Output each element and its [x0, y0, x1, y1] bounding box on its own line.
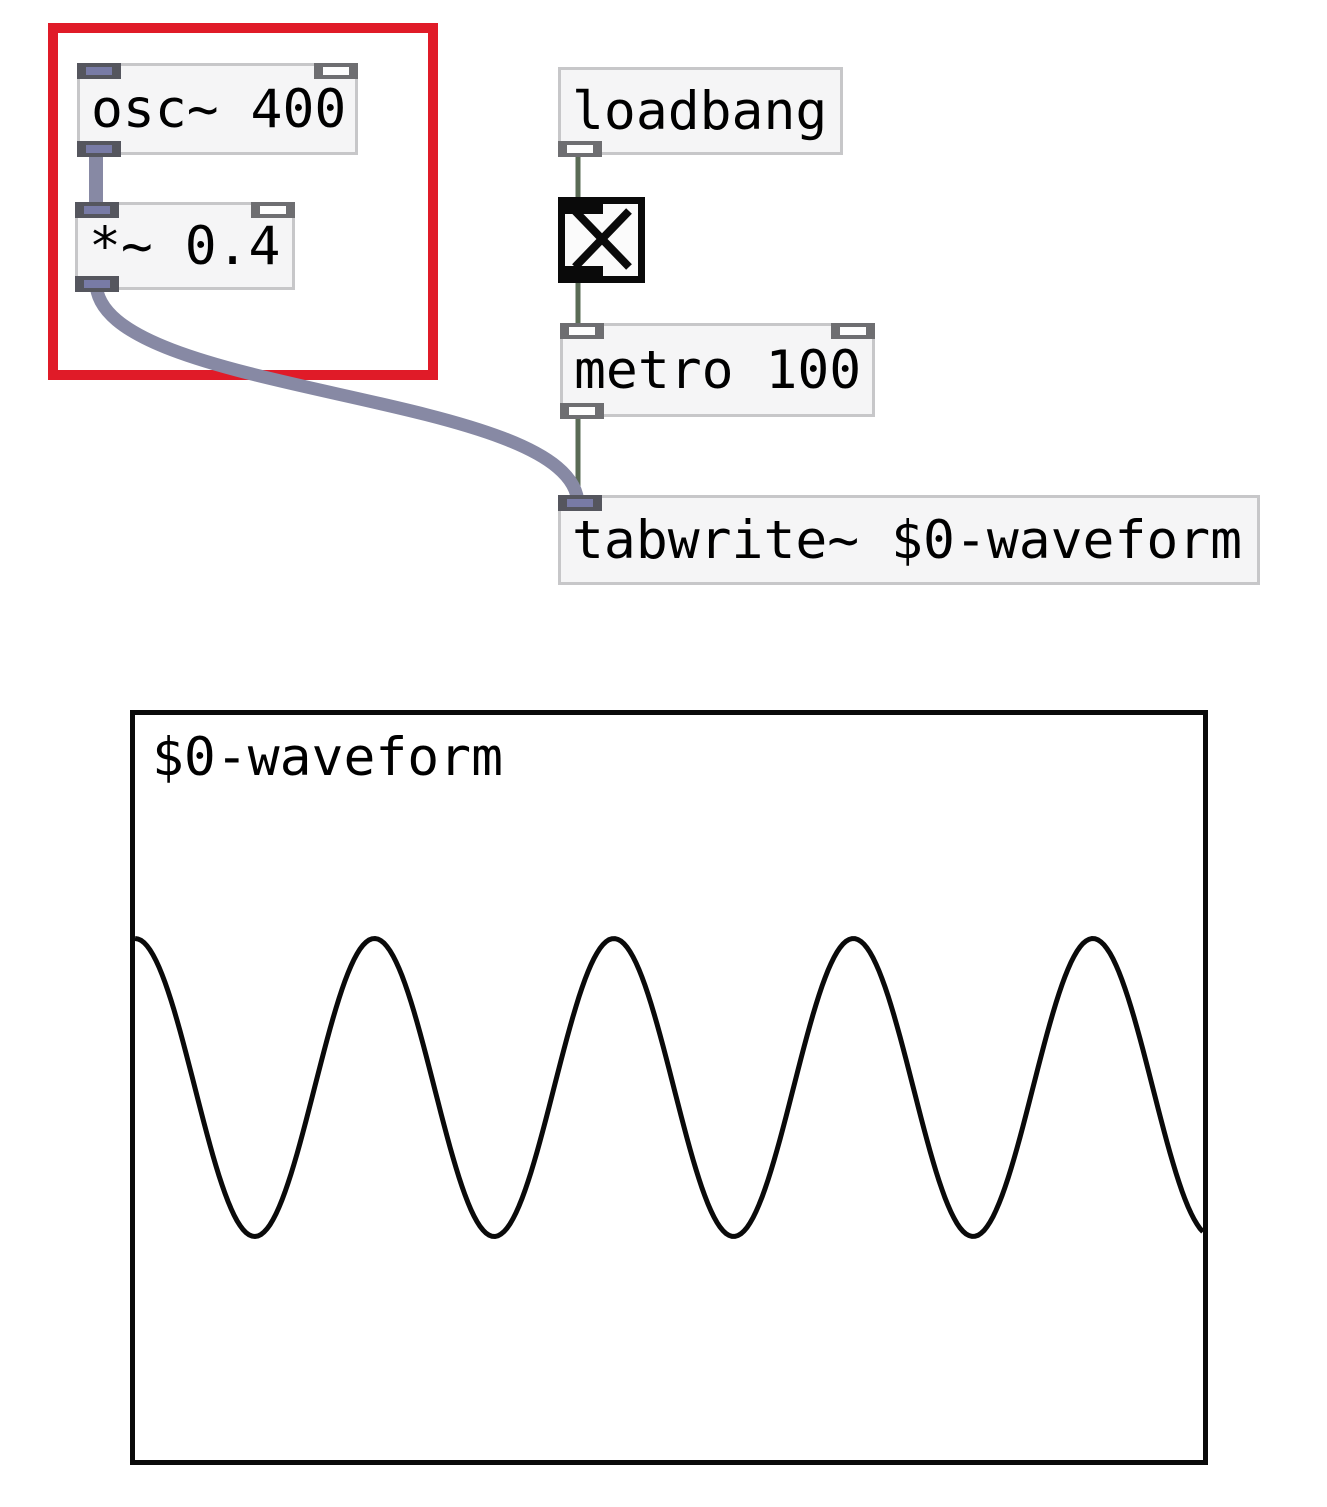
object-box-metro[interactable]: metro 100 — [560, 323, 875, 419]
inlet-control[interactable] — [560, 323, 604, 339]
object-label: tabwrite~ $0-waveform — [572, 509, 1243, 571]
object-box-tabwrite[interactable]: tabwrite~ $0-waveform — [558, 495, 1260, 585]
outlet-control[interactable] — [558, 266, 603, 283]
outlet-control[interactable] — [558, 141, 602, 157]
toggle-checkbox[interactable] — [558, 197, 645, 283]
object-label: loadbang — [572, 80, 828, 142]
outlet-signal[interactable] — [77, 141, 121, 157]
array-name-label: $0-waveform — [152, 727, 503, 788]
outlet-control[interactable] — [560, 403, 604, 419]
inlet-signal[interactable] — [77, 63, 121, 79]
object-label: *~ 0.4 — [89, 215, 281, 277]
inlet-control[interactable] — [251, 202, 295, 218]
inlet-control[interactable] — [558, 197, 603, 214]
inlet-control-right[interactable] — [831, 323, 875, 339]
waveform-plot — [135, 935, 1203, 1240]
array-graph[interactable]: $0-waveform — [130, 710, 1208, 1465]
object-label: osc~ 400 — [91, 78, 347, 140]
toggle-x-icon — [572, 208, 632, 270]
object-box-loadbang[interactable]: loadbang — [558, 67, 843, 157]
inlet-signal[interactable] — [75, 202, 119, 218]
outlet-signal[interactable] — [75, 276, 119, 292]
inlet-control[interactable] — [314, 63, 358, 79]
object-box-osc[interactable]: osc~ 400 — [77, 63, 358, 157]
inlet-signal[interactable] — [558, 495, 602, 511]
object-label: metro 100 — [574, 339, 862, 401]
object-box-mul[interactable]: *~ 0.4 — [75, 202, 295, 292]
waveform-line — [135, 935, 1203, 1240]
